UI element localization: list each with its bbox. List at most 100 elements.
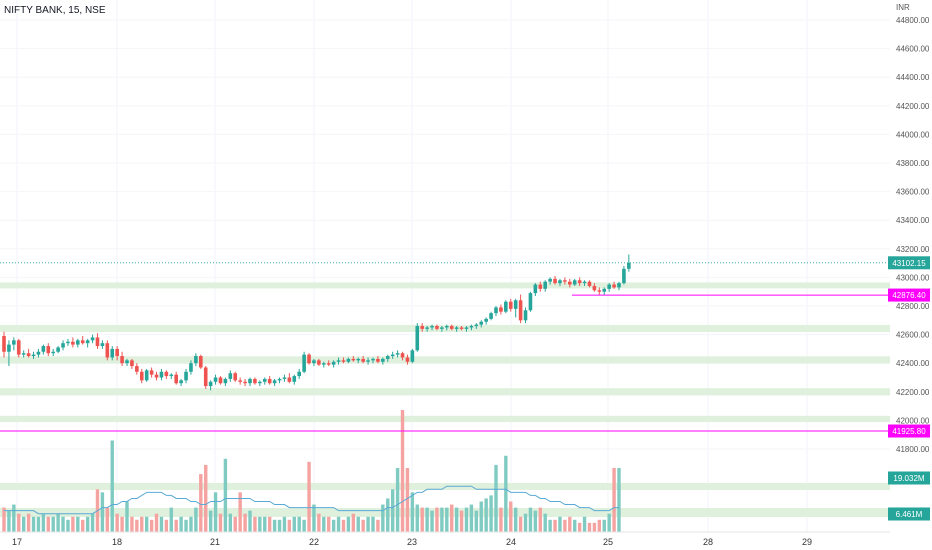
volume-bar [587,522,592,532]
volume-bar [425,507,429,532]
volume-bar [66,519,70,532]
volume-bar [568,516,572,532]
candle-body [410,350,415,362]
volume-bar [76,516,80,532]
candle-body [587,281,592,286]
volume-bar [356,516,360,532]
candle-body [326,363,331,365]
volume-bar [366,516,370,532]
candle-body [267,378,272,384]
volume-bar [159,516,164,532]
candle-body [41,346,46,352]
volume-bar [174,519,178,532]
x-tick-label: 18 [112,537,122,547]
candle-body [2,336,6,352]
candle-body [149,370,154,375]
volume-bar [164,519,169,532]
candle-body [223,378,228,384]
volume-bar [504,455,508,532]
candle-body [400,353,405,358]
volume-bar [322,516,326,532]
candle-body [499,307,503,312]
volume-bar [243,513,247,532]
volume-zone [0,483,890,490]
candle-body [425,327,429,329]
candle-body [528,293,533,311]
candle-body [297,371,301,377]
volume-bar [415,504,419,532]
candle-body [331,361,336,365]
candle-body [208,381,213,387]
level-lines [0,262,890,432]
volume-bar [26,513,31,532]
volume-bar [61,516,65,532]
volume-bar [46,516,50,532]
candle-body [277,378,282,381]
candle-body [484,318,488,322]
candle-body [21,353,26,355]
volume-bar [267,516,272,532]
volume-bar [115,513,119,532]
volume-bar [513,507,518,532]
volume-bar [523,513,528,532]
y-tick-label: 41800.00 [896,445,930,454]
candle-body [627,262,631,269]
candle-body [233,373,238,381]
volume-bar [381,504,385,532]
candle-body [120,356,124,364]
candle-body [203,367,208,387]
volume-bar [56,513,60,532]
volume-zones [0,483,890,517]
volume-bar [228,513,233,532]
volume-bar [31,516,36,532]
volume-bar [312,504,316,532]
volume-bar [135,519,139,532]
volume-bar [617,467,621,532]
volume-bar [331,519,336,532]
candle-body [189,363,193,372]
currency-label: INR [896,3,910,12]
candle-body [592,285,597,291]
candle-body [238,380,242,382]
volume-bar [602,519,606,532]
volume-bar [553,519,557,532]
volume-bar [528,507,533,532]
candle-body [253,378,257,384]
symbol-title[interactable]: NIFTY BANK, 15, NSE [4,5,106,16]
candle-body [464,327,469,329]
candle-body [258,381,262,384]
x-tick-label: 29 [802,537,812,547]
candle-body [71,341,75,345]
candle-body [563,280,567,282]
candle-body [607,284,611,289]
volume-bar [494,464,498,532]
candle-body [341,360,346,362]
candle-body [366,360,370,362]
candle-body [36,351,41,355]
candle-body [213,377,218,382]
candle-body [115,348,119,357]
volume-bar [277,519,282,532]
candle-body [51,351,55,354]
volume-bar [120,516,124,532]
candle-body [317,360,321,365]
candle-body [100,343,105,347]
price-axis[interactable]: INR 44800.00 44600.00 44400.00 44200.00 44000… [896,3,930,454]
candle-body [568,281,572,285]
x-tick-label: 21 [210,537,220,547]
volume-bar [17,513,21,532]
volume-bar [292,516,296,532]
volume-bar [327,516,331,532]
volume-bar [105,507,110,532]
volume-bar [169,507,173,532]
volume-bar [2,507,6,532]
volume-tag-bg [888,507,930,521]
volume-bar [509,501,513,532]
volume-zone [0,508,890,517]
y-tick-label: 42000.00 [896,416,930,425]
volume-bar [297,516,301,532]
volume-bar [125,501,129,532]
time-axis[interactable]: 17 18 21 22 23 24 25 28 29 [0,531,890,547]
y-tick-label: 44000.00 [896,130,930,139]
